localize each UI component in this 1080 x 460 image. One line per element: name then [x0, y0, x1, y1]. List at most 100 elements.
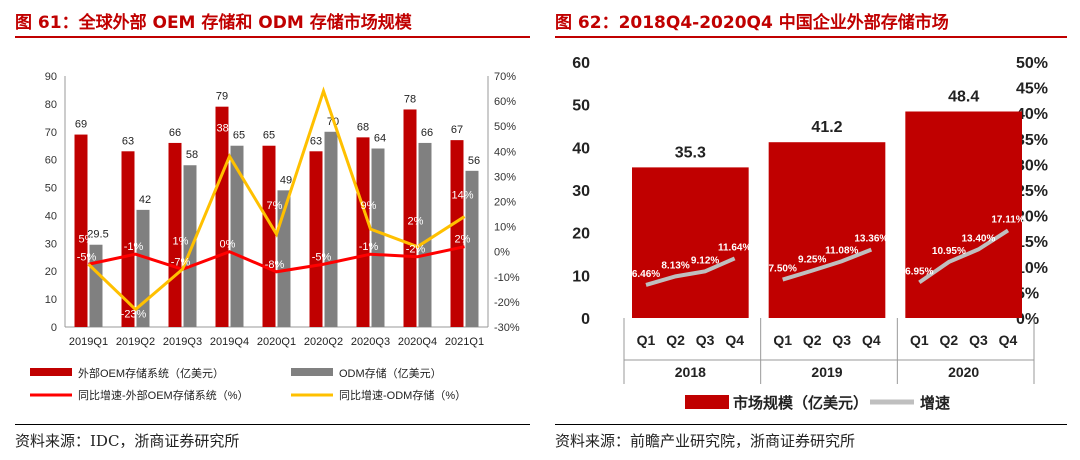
- y-tick-label-left: 40: [45, 210, 57, 222]
- x-tick-label: 2020Q1: [257, 336, 296, 348]
- y-tick-label-left: 30: [45, 238, 57, 250]
- quarter-label: Q3: [969, 332, 988, 348]
- growth-label: 6.95%: [905, 266, 933, 277]
- legend-swatch-market-size: [685, 395, 729, 409]
- x-tick-label: 2019Q3: [163, 336, 202, 348]
- y-tick-label-left: 60: [572, 55, 590, 72]
- odm-bar: [465, 170, 479, 327]
- legend-label-oem-growth: 同比增速-外部OEM存储系统（%）: [78, 388, 249, 402]
- odm-bar: [89, 244, 103, 327]
- growth-line: [645, 256, 736, 287]
- odm-growth-line: [87, 86, 466, 312]
- market-size-label: 41.2: [811, 119, 842, 136]
- x-tick-label: 2021Q1: [445, 336, 484, 348]
- oem-growth-label: -5%: [312, 251, 332, 263]
- oem-growth-label: -5%: [77, 251, 97, 263]
- y-tick-label-right: 25%: [1016, 183, 1048, 200]
- year-label: 2018: [675, 364, 706, 380]
- y-tick-label-right: 20%: [1016, 209, 1048, 226]
- odm-bar-label: 64: [374, 133, 386, 145]
- oem-bar-label: 63: [122, 135, 134, 147]
- legend-label-growth: 增速: [920, 394, 950, 412]
- oem-bar-label: 78: [404, 93, 416, 105]
- oem-growth-label: 2%: [455, 234, 471, 246]
- growth-label: 13.36%: [854, 234, 888, 245]
- odm-bar: [324, 131, 338, 327]
- growth-label: 6.46%: [632, 269, 660, 280]
- y-tick-label-right: 70%: [494, 71, 516, 83]
- odm-bar-label: 56: [468, 155, 480, 167]
- y-tick-label-left: 10: [45, 294, 57, 306]
- oem-bar-label: 69: [75, 119, 87, 131]
- y-tick-label-left: 30: [572, 183, 590, 200]
- odm-growth-label: -23%: [121, 308, 147, 320]
- y-tick-label-right: 40%: [1016, 106, 1048, 123]
- oem-bar-label: 65: [263, 130, 275, 142]
- quarter-label: Q1: [910, 332, 929, 348]
- odm-bar-label: 29.5: [87, 229, 108, 241]
- y-tick-label-left: 0: [51, 322, 57, 334]
- odm-bar-label: 66: [421, 127, 433, 139]
- y-tick-label-right: 20%: [494, 197, 516, 209]
- legend-swatch-oem: [30, 368, 72, 376]
- oem-bar-label: 79: [216, 91, 228, 103]
- oem-bar: [74, 134, 88, 327]
- china-storage-chart: 01020304050600%5%10%15%20%25%30%35%40%45…: [572, 55, 1048, 412]
- odm-growth-label: 2%: [408, 216, 424, 228]
- odm-growth-label: 5%: [79, 233, 95, 245]
- oem-growth-label: -1%: [124, 241, 144, 253]
- odm-bar: [230, 145, 244, 327]
- odm-bar-label: 65: [233, 130, 245, 142]
- oem-bar-label: 68: [357, 121, 369, 133]
- growth-label: 17.11%: [991, 214, 1024, 225]
- oem-growth-label: -8%: [265, 259, 285, 271]
- x-tick-label: 2020Q3: [351, 336, 390, 348]
- left-top-rule: [15, 36, 530, 38]
- oem-bar-label: 63: [310, 135, 322, 147]
- growth-line: [782, 247, 873, 282]
- market-size-bar: [768, 142, 886, 318]
- quarter-label: Q4: [725, 332, 744, 348]
- y-tick-label-right: 35%: [1016, 132, 1048, 149]
- legend-label-odm-growth: 同比增速-ODM存储（%）: [339, 388, 466, 402]
- x-tick-label: 2020Q2: [304, 336, 343, 348]
- y-tick-label-right: -30%: [494, 322, 520, 334]
- year-label: 2020: [948, 364, 979, 380]
- growth-label: 13.40%: [961, 233, 995, 244]
- y-tick-label-right: 10%: [494, 222, 516, 234]
- odm-growth-label: 38%: [216, 122, 238, 134]
- odm-bar: [136, 209, 150, 327]
- y-tick-label-right: -10%: [494, 272, 520, 284]
- oem-bar: [168, 142, 182, 327]
- left-bottom-rule: [15, 424, 530, 425]
- y-tick-label-right: 30%: [494, 171, 516, 183]
- y-tick-label-right: 60%: [494, 96, 516, 108]
- oem-growth-label: -7%: [171, 256, 191, 268]
- growth-label: 10.95%: [932, 246, 966, 257]
- growth-label: 9.12%: [691, 255, 719, 266]
- right-bottom-rule: [555, 424, 1067, 425]
- y-tick-label-left: 20: [572, 226, 590, 243]
- market-size-bar: [632, 167, 749, 318]
- y-tick-label-right: 15%: [1016, 234, 1048, 251]
- odm-growth-label: 1%: [173, 235, 189, 247]
- y-tick-label-right: -20%: [494, 297, 520, 309]
- x-tick-label: 2019Q4: [210, 336, 249, 348]
- odm-bar-label: 58: [186, 149, 198, 161]
- oem-bar: [309, 151, 323, 327]
- oem-bar: [262, 145, 276, 327]
- y-tick-label-right: 50%: [1016, 55, 1048, 72]
- legend-label-market-size: 市场规模（亿美元）: [733, 394, 868, 412]
- oem-odm-chart: 0 10 20 30 40 50 60 70 80 90 -30% -20% -10% 0% 10% 20% 3…: [30, 66, 520, 402]
- odm-bar: [371, 148, 385, 327]
- oem-bar: [356, 137, 370, 327]
- quarter-label: Q2: [940, 332, 959, 348]
- market-size-label: 48.4: [948, 88, 979, 105]
- quarter-label: Q2: [803, 332, 822, 348]
- oem-bar: [450, 140, 464, 327]
- oem-bar-label: 67: [451, 124, 463, 136]
- y-tick-label-right: 30%: [1016, 157, 1048, 174]
- y-tick-label-left: 50: [45, 183, 57, 195]
- growth-label: 9.25%: [798, 255, 826, 266]
- odm-growth-label: 7%: [267, 200, 283, 212]
